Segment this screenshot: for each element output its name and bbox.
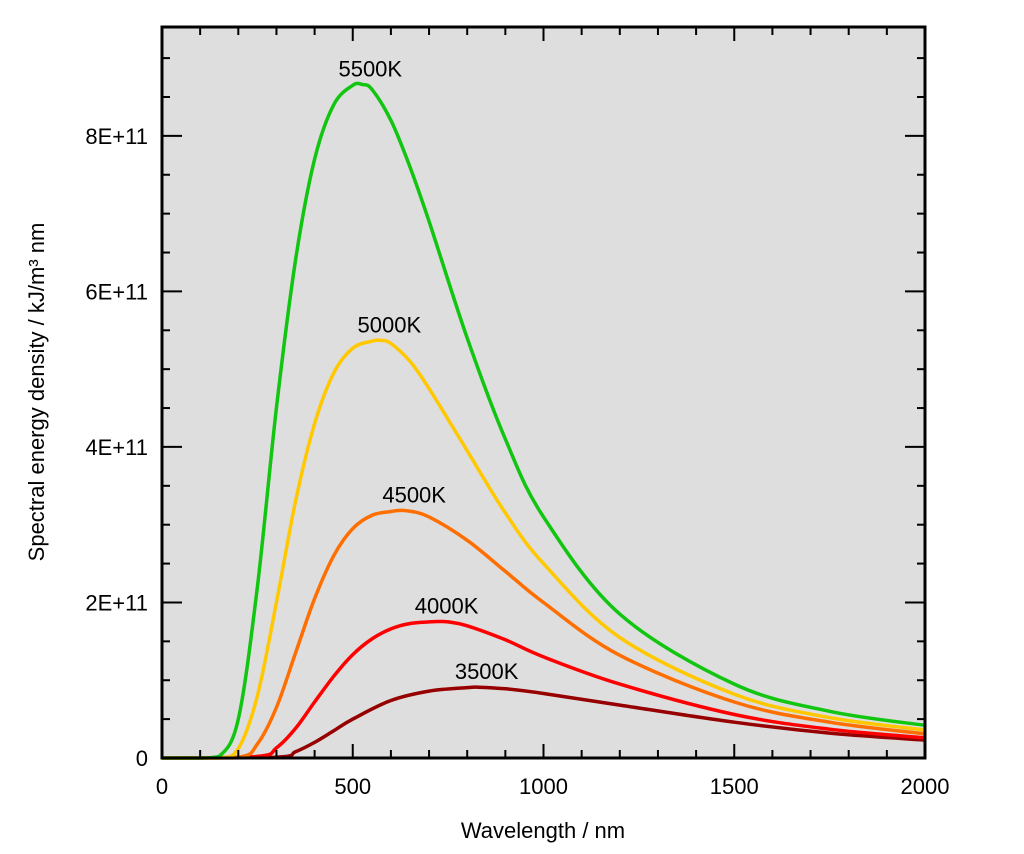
plot-area [162,27,925,758]
series-group [161,81,926,760]
y-tick-label: 2E+11 [85,590,148,615]
y-tick-label: 4E+11 [85,435,148,460]
curve-labels: 3500K 4000K 4500K 5000K 5500K [338,57,518,685]
series-line-4500k [161,508,926,760]
series-line-5000k [161,338,926,760]
series-label-4000k: 4000K [415,594,479,619]
x-tick-label: 0 [156,774,168,799]
x-axis-title: Wavelength / nm [461,818,625,843]
plot-frame [160,25,927,760]
series-label-3500k: 3500K [455,659,519,684]
series-line-3500k [161,685,926,760]
series-line-4000k [161,619,926,760]
series-line-5500k [161,81,926,760]
x-tick-label: 2000 [901,774,950,799]
axis-ticks: 0 500 1000 1500 2000 0 2E+11 4E+11 6E+11 8E+11 [85,27,949,799]
y-axis-title: Spectral energy density / kJ/m³ nm [24,223,49,562]
x-tick-label: 500 [334,774,371,799]
x-tick-label: 1500 [710,774,759,799]
series-label-4500k: 4500K [382,483,446,508]
series-label-5000k: 5000K [358,312,422,337]
y-tick-label: 8E+11 [85,124,148,149]
y-tick-label: 0 [136,746,148,771]
y-tick-label: 6E+11 [85,279,148,304]
x-tick-label: 1000 [519,774,568,799]
series-label-5500k: 5500K [338,57,402,82]
